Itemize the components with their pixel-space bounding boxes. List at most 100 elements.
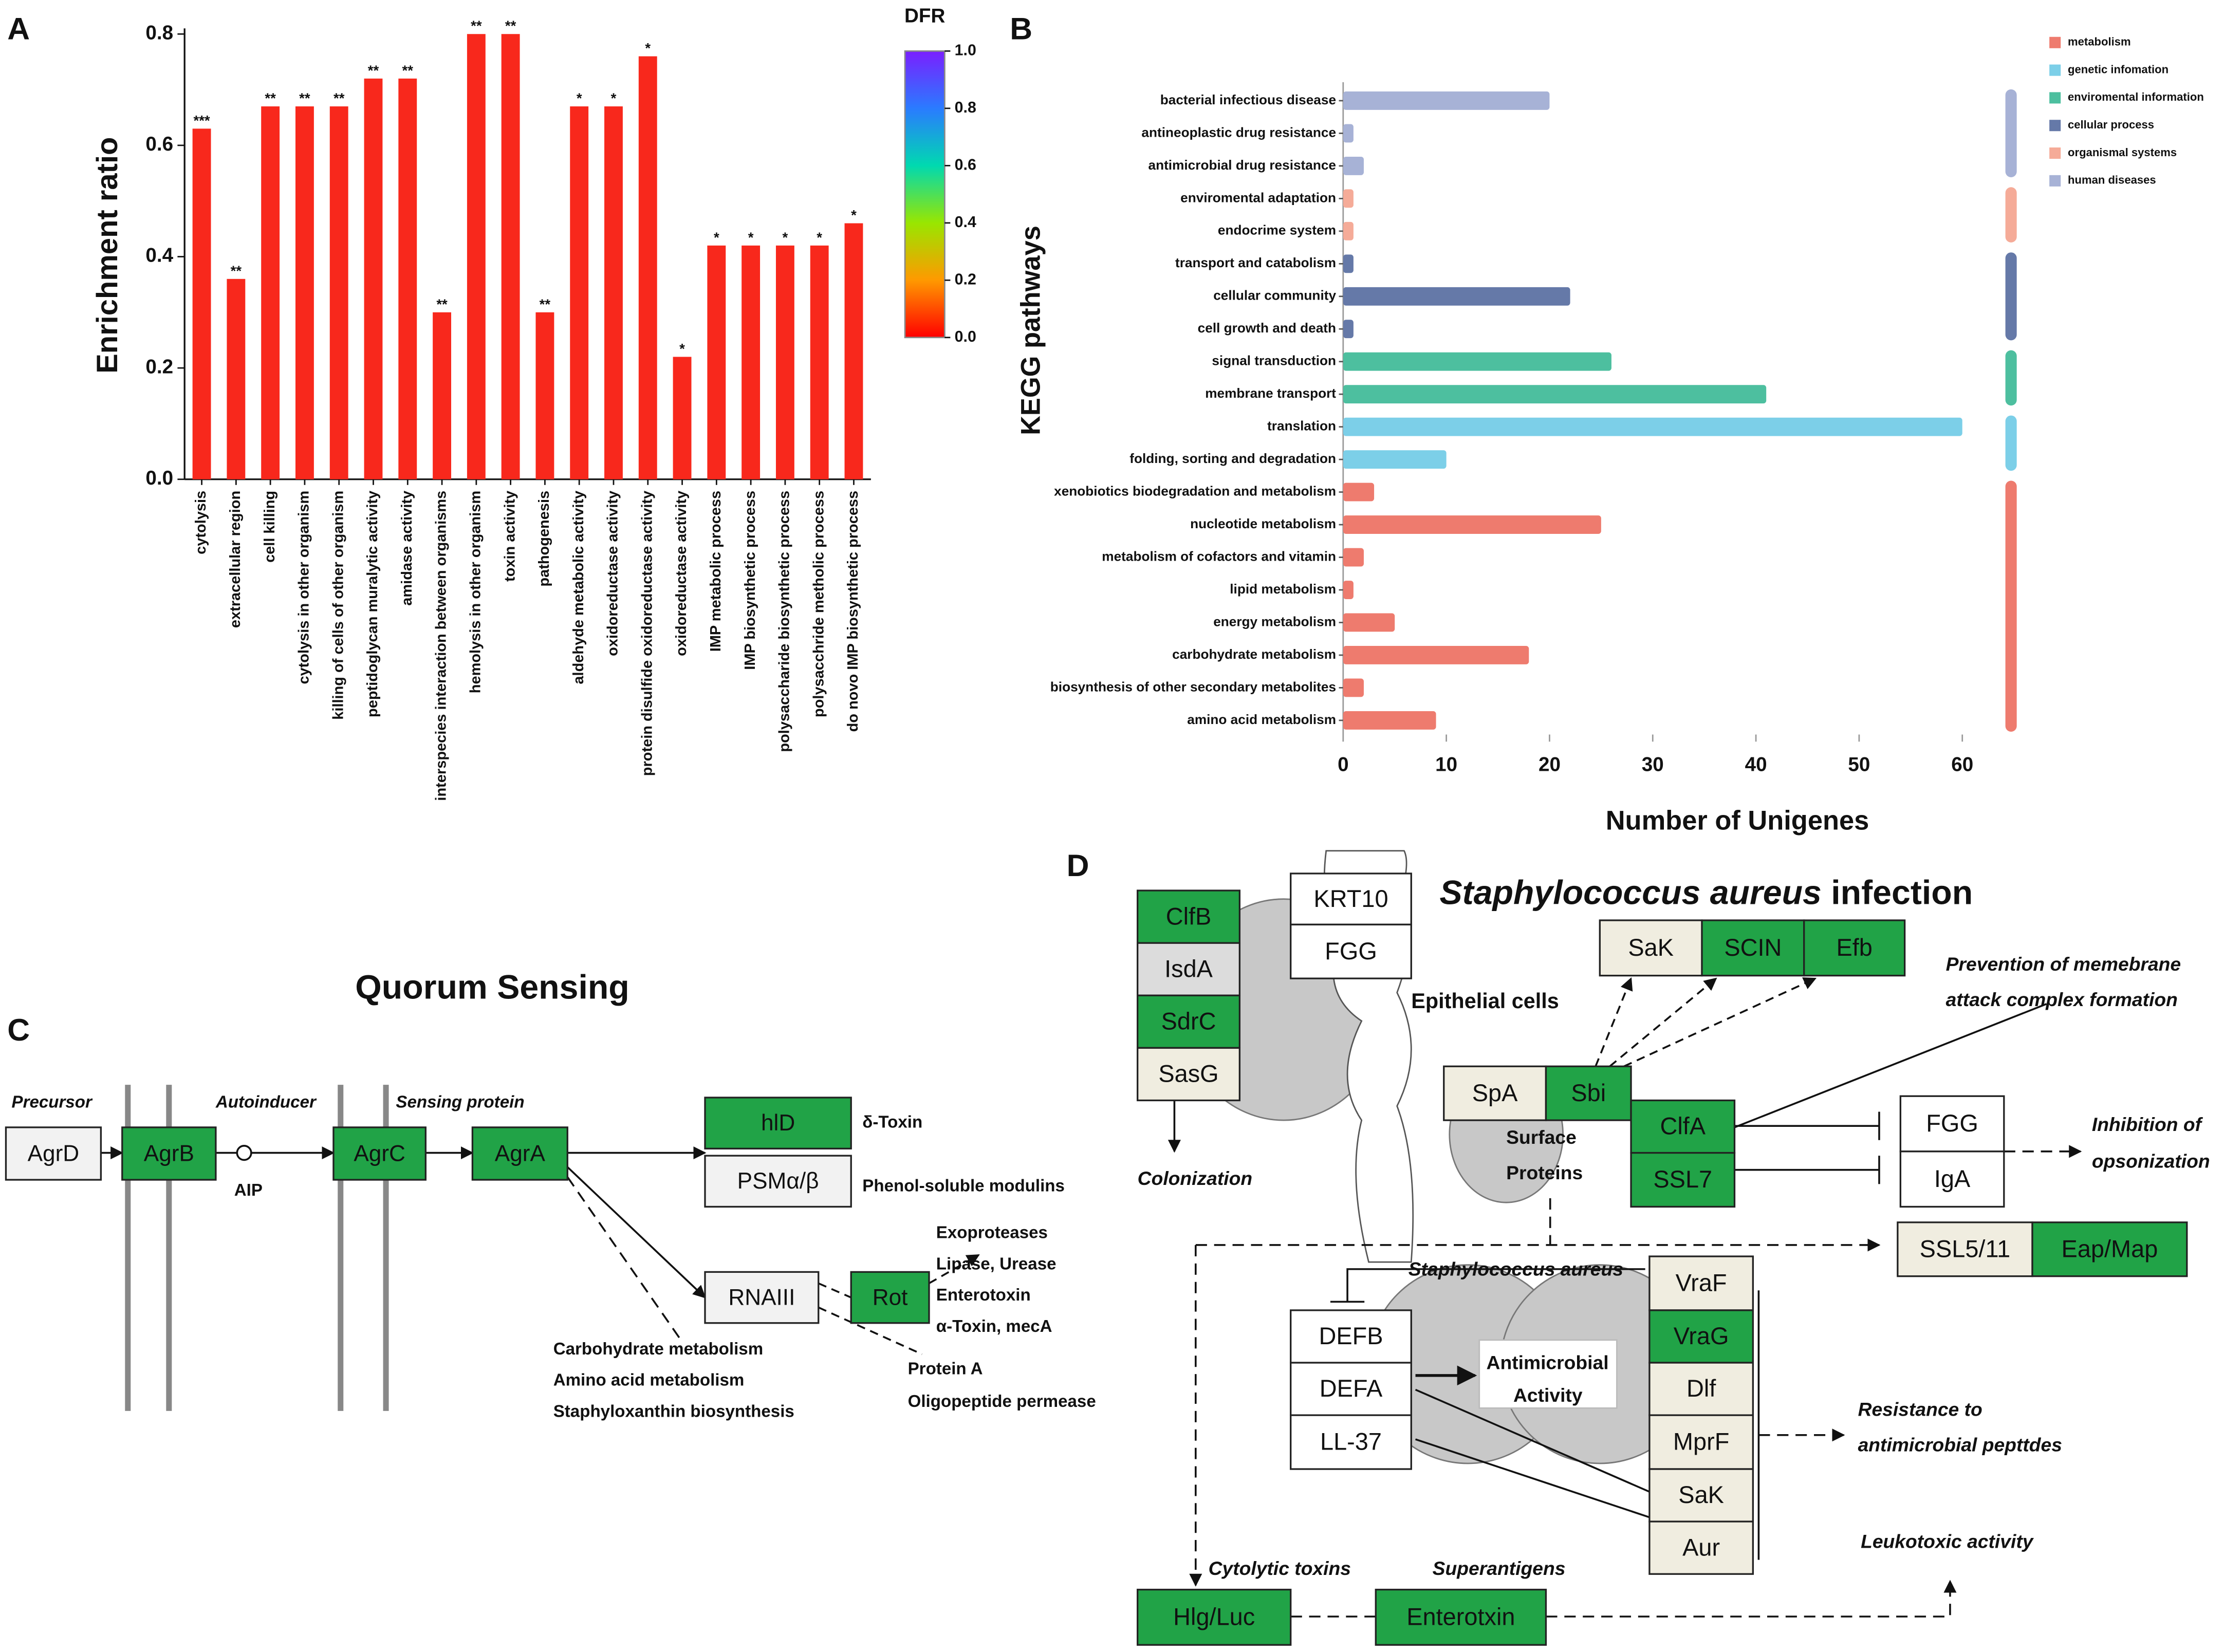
bar [1343,646,1529,664]
node-label: PSMα/β [737,1168,819,1194]
bar [1343,320,1354,339]
bar [1343,711,1436,730]
node-box [471,1126,568,1181]
stage-label: Sensing protein [396,1093,524,1112]
colorbar-tick-label: 1.0 [955,42,976,59]
node-label: Efb [1836,934,1872,961]
significance-label: ** [505,18,516,34]
arrow [567,1166,706,1298]
diagram-label: Enterotoxin [936,1286,1031,1305]
node-label: FGG [1325,938,1377,964]
arrow [1595,977,1633,1067]
node-box [1137,994,1241,1049]
bar [501,34,520,479]
y-tick-label: translation [1267,418,1336,434]
bar [673,357,692,479]
bar [364,78,383,479]
bar [775,245,794,479]
colorbar-tick-label: 0.0 [955,328,976,345]
arrow [929,1254,980,1285]
legend-label: organismal systems [2068,146,2177,159]
y-tick-label: 0.8 [145,22,173,44]
diagram-label: AIP [234,1181,263,1200]
node-box [1648,1520,1754,1575]
bar [1343,450,1447,469]
node-label: AgrA [495,1141,546,1166]
node-label: Sbi [1571,1080,1606,1106]
x-tick-label: 40 [1745,753,1767,775]
bar [638,56,657,479]
colorbar-title: DFR [904,5,945,27]
y-axis-label: KEGG pathways [1016,226,1046,435]
y-tick-label: cellular community [1213,288,1336,303]
significance-label: * [714,229,719,245]
node-box [1290,1414,1412,1470]
y-axis-label: Enrichment ratio [91,137,124,374]
diagram-label: α-Toxin, mecA [936,1317,1052,1336]
legend-swatch [2049,147,2061,159]
diagram-label: Phenol-soluble modulins [862,1177,1065,1196]
node-label: Enterotxin [1406,1604,1515,1630]
node-box [5,1126,102,1181]
y-tick-label: bacterial infectious disease [1160,92,1336,107]
arrow [818,1282,851,1298]
node-label: IsdA [1164,955,1213,982]
legend-label: enviromental information [2068,90,2204,103]
node-label: VraG [1674,1323,1729,1349]
y-tick-label: metabolism of cofactors and vitamin [1102,548,1336,564]
x-tick-label: toxin activity [502,491,518,582]
y-tick-label: enviromental adaptation [1180,190,1336,205]
diagram-label: Staphyloxanthin biosynthesis [553,1402,794,1421]
x-tick-label: 0 [1338,753,1348,775]
node-box [1545,1065,1632,1121]
colorbar-tick-label: 0.4 [955,214,976,231]
node-label: KRT10 [1313,885,1388,912]
x-tick-label: 30 [1642,753,1664,775]
node-label: RNAIII [728,1285,795,1310]
bar [604,106,623,479]
diagram-label: Oligopeptide permease [908,1392,1096,1411]
y-tick-label: cell growth and death [1198,320,1336,336]
legend-label: cellular process [2068,118,2154,131]
arrow [1546,1580,1957,1618]
diagram-label: Amino acid metabolism [553,1371,745,1390]
bar [1343,352,1611,371]
node-box [1290,1309,1412,1364]
bar [707,245,726,479]
legend-swatch [2049,36,2061,48]
node-box [1137,1047,1241,1102]
node-box [332,1126,427,1181]
node-label: ClfB [1166,903,1212,930]
node-box [1630,1152,1736,1208]
node-box [121,1126,217,1181]
significance-label: ** [540,296,551,312]
bar [1343,156,1364,175]
diagram-d-title: Staphylococcus aureus infection [1439,874,1973,912]
bar [398,78,417,479]
bar [1343,385,1767,404]
diagram-d-arrows [1167,977,2082,1618]
x-tick-label: killing of cells of other organism [330,491,346,720]
node-box [1137,942,1241,996]
title-rest: infection [1822,874,1973,912]
x-tick-label: interspecies interaction between organis… [433,491,450,801]
panel-label: B [1010,11,1032,46]
y-tick-label: transport and catabolism [1175,255,1336,270]
diagram-c-arrows [101,1145,980,1356]
node-label: DEFB [1319,1323,1383,1349]
bar [1343,124,1354,143]
diagram-label: Antimicrobial [1487,1352,1609,1373]
legend-label: metabolism [2068,35,2131,48]
colorbar [904,50,946,339]
x-tick-label: cytolysis [193,491,209,554]
y-tick-label: folding, sorting and degradation [1129,451,1336,466]
significance-label: ** [402,62,414,78]
node-box [1648,1309,1754,1364]
inhibit [818,1306,922,1356]
bar [1343,221,1354,240]
x-tick-label: IMP biosynthetic process [742,491,758,670]
y-tick-label: antimicrobial drug resistance [1148,157,1337,173]
legend-swatch [2049,92,2061,104]
node-box [1375,1588,1547,1646]
y-tick-label: 0.0 [145,467,173,489]
